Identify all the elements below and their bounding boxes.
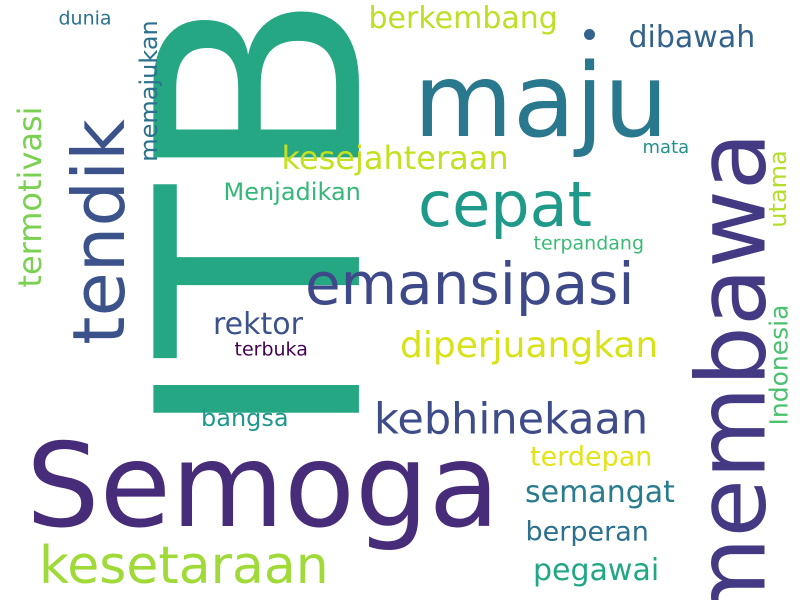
word-mata: mata: [642, 137, 690, 158]
bullet-dot: [584, 29, 595, 40]
word-terdepan: terdepan: [530, 441, 653, 473]
word-semangat: semangat: [525, 475, 675, 510]
word-berperan: berperan: [525, 516, 649, 548]
word-kesejahteraan: kesejahteraan: [281, 139, 509, 177]
word-cepat: cepat: [418, 168, 592, 241]
word-terbuka: terbuka: [234, 338, 308, 361]
word-indonesia: Indonesia: [764, 304, 794, 426]
word-bangsa: bangsa: [201, 404, 289, 432]
word-kebhinekaan: kebhinekaan: [374, 394, 649, 445]
word-diperjuangkan: diperjuangkan: [400, 325, 659, 366]
word-berkembang: berkembang: [368, 1, 558, 36]
word-tendik: tendik: [56, 119, 141, 345]
word-itb: ITB: [96, 0, 426, 441]
word-terpandang: terpandang: [533, 232, 645, 255]
word-termotivasi: termotivasi: [11, 106, 50, 288]
word-rektor: rektor: [213, 307, 303, 342]
word-semoga: Semoga: [26, 419, 500, 554]
word-emansipasi: emansipasi: [305, 250, 635, 318]
word-menjadikan: Menjadikan: [223, 178, 361, 206]
word-kesetaraan: kesetaraan: [39, 536, 329, 596]
word-dibawah: dibawah: [628, 20, 756, 55]
word-utama: utama: [764, 150, 793, 228]
word-memajukan: memajukan: [134, 20, 163, 162]
word-pegawai: pegawai: [533, 553, 660, 588]
word-dunia: dunia: [58, 7, 112, 30]
word-maju: maju: [413, 42, 669, 161]
